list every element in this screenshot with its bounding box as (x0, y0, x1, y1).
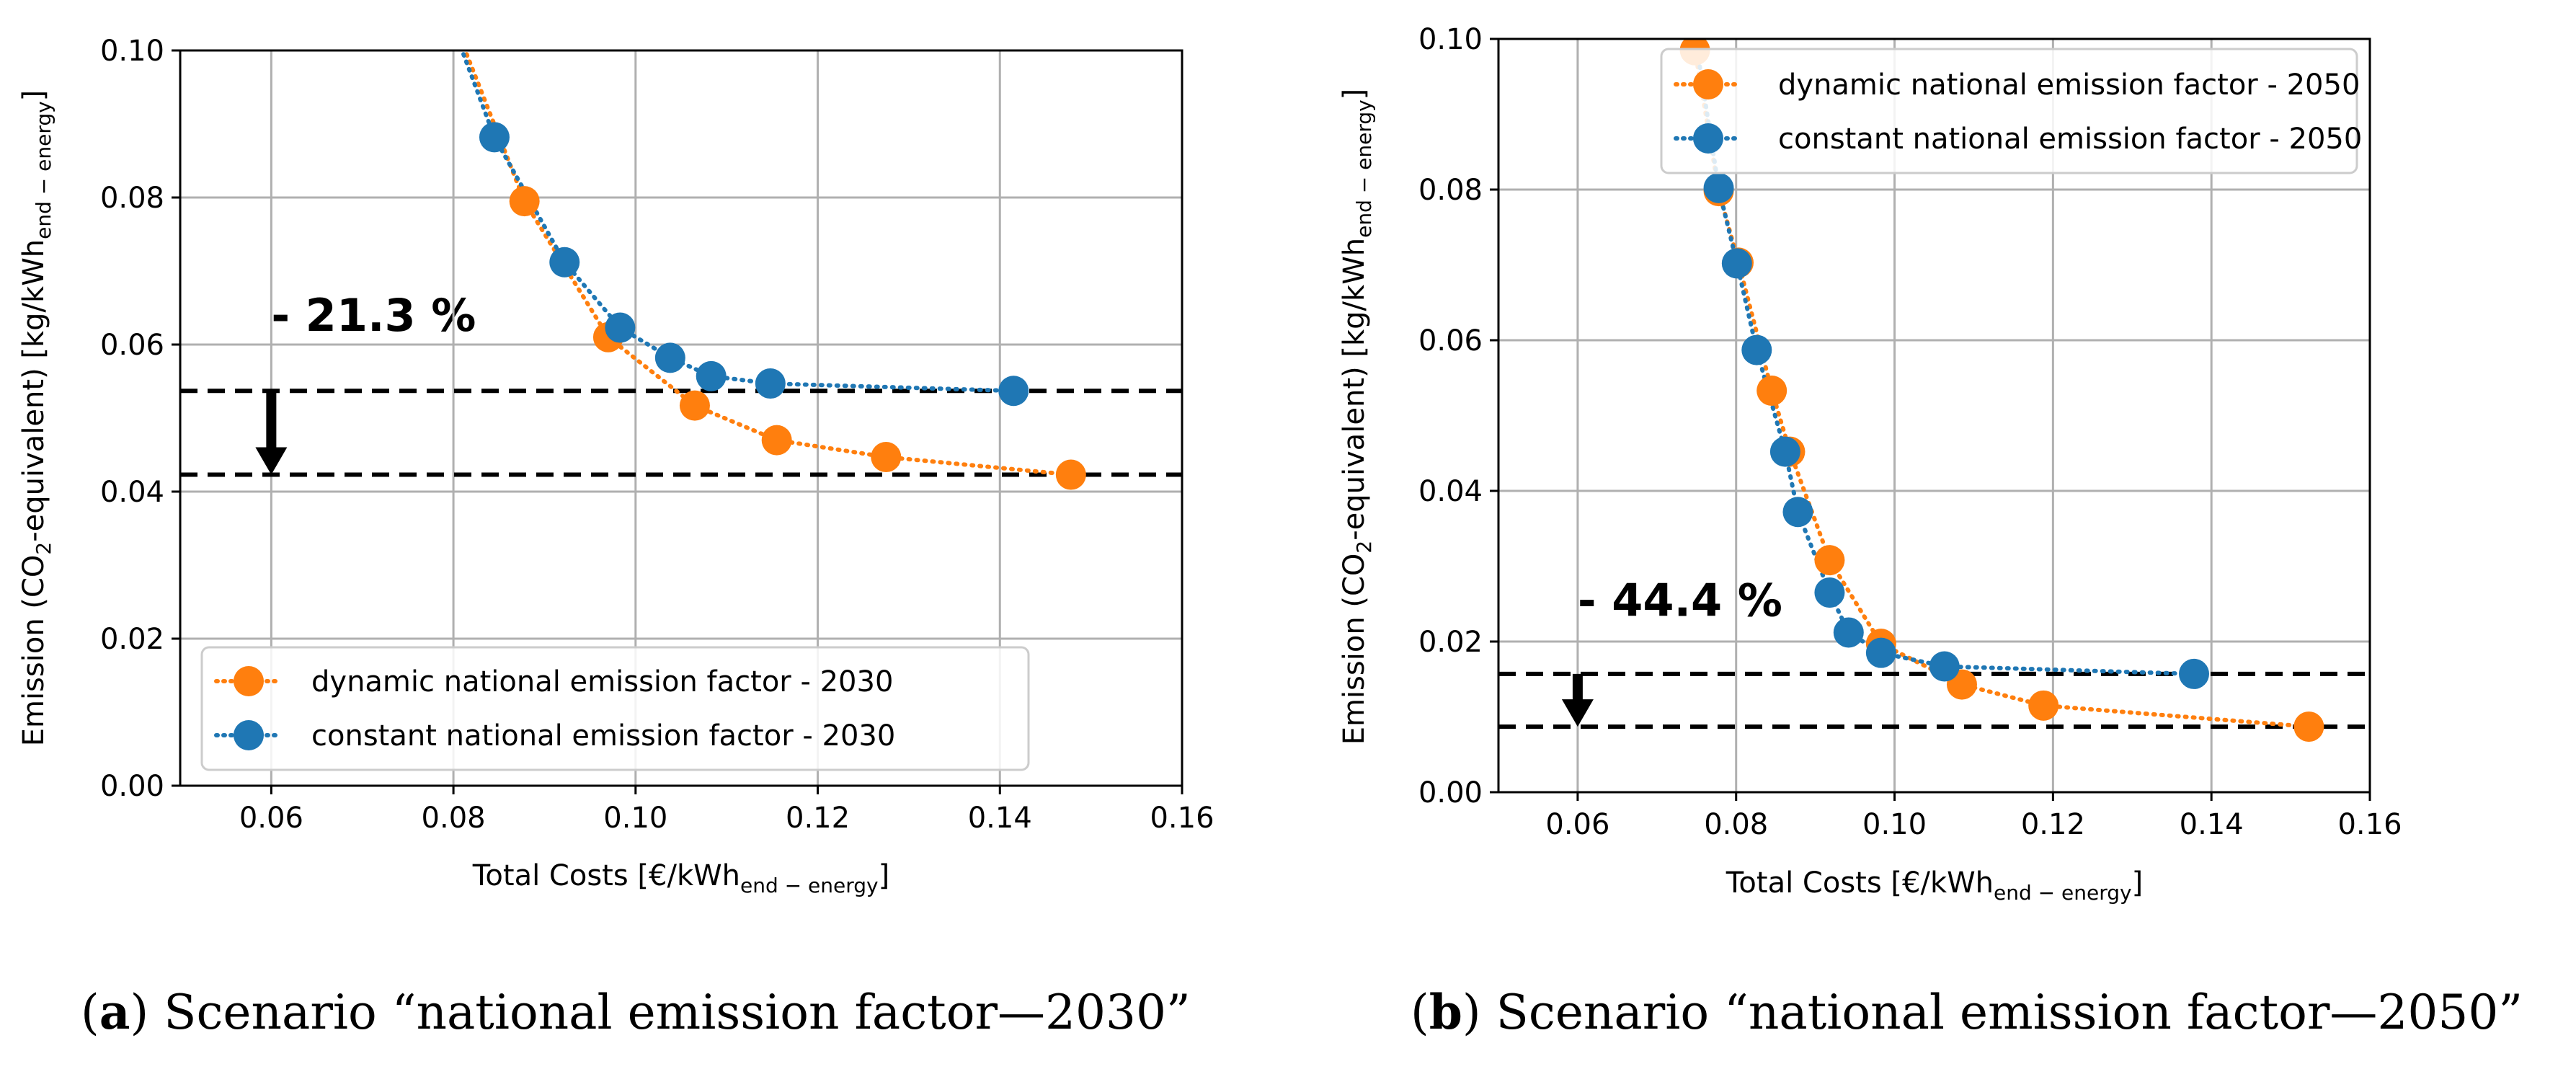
data-point-b-1 (1769, 436, 1800, 467)
data-point-b-0 (1756, 376, 1787, 407)
data-point-a-1 (755, 368, 786, 399)
y-tick-label-a: 0.00 (100, 770, 164, 803)
axes-frame-b (1497, 37, 2371, 794)
x-tick-label-b: 0.10 (1862, 808, 1927, 841)
data-point-b-1 (1814, 577, 1845, 608)
legend-b: dynamic national emission factor - 2050 … (1660, 48, 2362, 174)
legend-a: dynamic national emission factor - 2030 … (200, 646, 1030, 771)
chart-panel-b: Total Costs [€/kWhend − energy] Emission… (1288, 0, 2576, 1069)
data-point-a-1 (479, 122, 510, 153)
legend-a-label-constant: constant national emission factor - 2030 (311, 719, 895, 753)
data-point-b-1 (1929, 651, 1960, 682)
legend-a-frame (200, 646, 1030, 771)
legend-b-marker-dynamic (1693, 69, 1723, 99)
reduction-annotation-b: - 44.4 % (1578, 575, 1782, 627)
x-axis-label-a: Total Costs [€/kWhend − energy] (472, 859, 889, 897)
y-tick-label-a: 0.02 (100, 623, 164, 656)
x-tick-label-b: 0.06 (1545, 808, 1609, 841)
data-point-a-0 (871, 442, 902, 473)
data-point-a-0 (679, 390, 710, 421)
data-point-a-1 (998, 376, 1029, 407)
y-tick-label-a: 0.10 (100, 35, 164, 68)
data-point-a-0 (509, 186, 540, 217)
series-line-a-0 (463, 50, 1073, 477)
legend-b-marker-constant (1693, 123, 1723, 154)
chart-panel-a: Total Costs [€/kWhend − energy] Emission… (17, 35, 1214, 1040)
data-point-a-0 (1055, 459, 1086, 490)
x-axis-label-b: Total Costs [€/kWhend − energy] (1726, 866, 2143, 905)
data-point-a-1 (549, 247, 580, 278)
data-point-a-1 (696, 360, 727, 391)
data-point-b-1 (1782, 497, 1813, 528)
plot-area-b: 0.06 0.08 0.10 0.12 0.14 0.16 0.00 0.02 0.04 0.06… (1418, 23, 2402, 841)
legend-b-label-constant: constant national emission factor - 2050 (1778, 123, 2362, 156)
x-tick-label-b: 0.08 (1704, 808, 1768, 841)
y-tick-label-b: 0.06 (1418, 324, 1483, 358)
axes-frame-a (179, 49, 1183, 787)
series-group-b (1679, 39, 2324, 742)
series-line-b-1 (1693, 39, 2197, 676)
y-tick-label-b: 0.08 (1418, 174, 1483, 207)
data-point-a-1 (605, 312, 636, 343)
y-tick-label-a: 0.04 (100, 476, 164, 509)
x-tick-label-b: 0.16 (2337, 808, 2402, 841)
x-tick-label-b: 0.14 (2180, 808, 2244, 841)
y-tick-label-b: 0.10 (1418, 23, 1483, 56)
data-point-b-1 (1741, 334, 1772, 365)
y-tick-label-b: 0.00 (1418, 776, 1483, 809)
down-arrow-head-icon (255, 447, 288, 475)
y-axis-label-b: Emission (CO2-equivalent) [kg/kWhend − e… (1338, 89, 1376, 745)
y-axis-label-a: Emission (CO2-equivalent) [kg/kWhend − e… (17, 90, 55, 747)
y-tick-label-a: 0.08 (100, 182, 164, 215)
data-point-a-1 (654, 342, 685, 373)
x-tick-label-a: 0.14 (968, 802, 1032, 835)
y-tick-label-b: 0.02 (1418, 626, 1483, 659)
y-tick-label-a: 0.06 (100, 329, 164, 362)
legend-b-frame (1660, 48, 2358, 174)
series-line-a-1 (459, 50, 1016, 394)
data-point-b-1 (1721, 248, 1752, 279)
down-arrow-head-icon (1561, 699, 1594, 727)
chart-a-svg: Total Costs [€/kWhend − energy] Emission… (17, 35, 1214, 897)
legend-a-marker-dynamic (234, 666, 264, 696)
x-tick-label-a: 0.08 (422, 802, 486, 835)
data-point-b-0 (1814, 545, 1845, 576)
data-point-b-1 (1833, 617, 1864, 648)
plot-area-a: 0.06 0.08 0.10 0.12 0.14 0.16 0.00 0.02 0.04 0.06… (100, 35, 1214, 835)
y-tick-label-b: 0.04 (1418, 475, 1483, 508)
legend-a-label-dynamic: dynamic national emission factor - 2030 (311, 665, 893, 698)
legend-a-marker-constant (234, 720, 264, 750)
x-tick-label-a: 0.10 (603, 802, 667, 835)
x-tick-label-a: 0.06 (239, 802, 303, 835)
series-group-a (459, 50, 1086, 490)
legend-b-label-dynamic: dynamic national emission factor - 2050 (1778, 68, 2360, 102)
data-point-b-1 (1865, 637, 1896, 668)
caption-b: (b) Scenario “national emission factor—2… (1411, 984, 2523, 1040)
caption-a: (a) Scenario “national emission factor—2… (81, 984, 1191, 1040)
data-point-b-1 (2179, 658, 2210, 689)
data-point-b-1 (1703, 172, 1734, 203)
data-point-b-0 (2028, 690, 2059, 721)
data-point-a-0 (761, 425, 792, 456)
x-tick-label-b: 0.12 (2021, 808, 2085, 841)
x-tick-label-a: 0.16 (1150, 802, 1214, 835)
data-point-b-0 (2293, 711, 2324, 742)
x-tick-label-a: 0.12 (786, 802, 850, 835)
chart-b-svg: Total Costs [€/kWhend − energy] Emission… (1338, 23, 2402, 905)
reduction-annotation-a: - 21.3 % (271, 289, 476, 342)
